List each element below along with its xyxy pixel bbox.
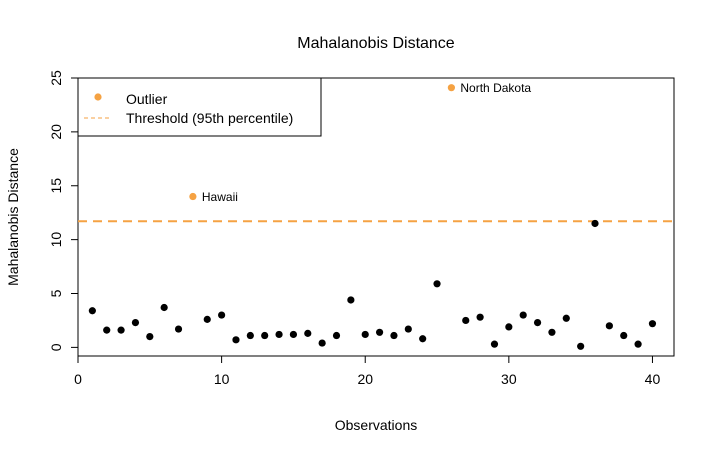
legend: Outlier Threshold (95th percentile): [77, 77, 322, 137]
data-point: [347, 296, 355, 304]
data-point: [218, 311, 226, 319]
x-tick-label: 30: [501, 371, 517, 387]
data-point: [591, 219, 599, 228]
data-point: [246, 331, 254, 340]
x-tick-label: 0: [74, 371, 82, 387]
outlier-label: Hawaii: [202, 190, 238, 204]
x-axis: 0 10 20 30 40: [74, 355, 661, 387]
y-tick-label: 25: [48, 70, 64, 86]
data-point: [562, 314, 570, 322]
legend-box: [77, 77, 322, 137]
outlier-point: [447, 84, 455, 92]
data-point: [146, 333, 154, 341]
data-point: [605, 322, 613, 330]
data-point: [261, 331, 269, 340]
x-tick-label: 20: [357, 371, 373, 387]
data-point: [203, 315, 211, 323]
outlier-label: North Dakota: [460, 81, 531, 95]
data-point: [361, 330, 369, 339]
data-point: [648, 320, 657, 328]
legend-outlier-label: Outlier: [126, 91, 168, 107]
data-point: [476, 313, 484, 321]
data-point: [289, 330, 298, 339]
outlier-labels: Hawaii North Dakota: [202, 81, 532, 204]
x-tick-label: 40: [645, 371, 661, 387]
y-axis-label: Mahalanobis Distance: [5, 148, 21, 286]
data-point: [160, 303, 168, 312]
data-point: [103, 326, 111, 334]
legend-outlier-marker: [94, 93, 102, 101]
data-point: [318, 339, 326, 347]
data-point: [620, 331, 628, 340]
y-tick-label: 0: [48, 343, 64, 351]
data-point: [548, 328, 556, 336]
data-point: [419, 335, 427, 343]
data-point: [275, 330, 283, 339]
data-point: [390, 331, 398, 340]
y-tick-label: 10: [48, 232, 64, 248]
data-point: [634, 340, 642, 348]
data-point: [433, 280, 441, 288]
data-point: [232, 336, 240, 344]
y-tick-label: 5: [48, 289, 64, 297]
data-point: [490, 340, 499, 348]
data-point: [304, 329, 312, 337]
points-layer: [88, 84, 657, 350]
data-point: [462, 316, 470, 325]
data-point: [332, 331, 341, 340]
outlier-point: [189, 192, 197, 201]
y-tick-label: 20: [48, 124, 64, 140]
data-point: [533, 318, 542, 327]
data-point: [577, 342, 585, 350]
data-point: [131, 318, 140, 327]
legend-threshold-label: Threshold (95th percentile): [126, 110, 293, 126]
data-point: [404, 325, 412, 333]
x-tick-label: 10: [214, 371, 230, 387]
data-point: [117, 326, 125, 334]
x-axis-label: Observations: [335, 417, 417, 433]
y-axis: 0 5 10 15 20 25: [48, 70, 79, 351]
data-point: [375, 328, 384, 336]
data-point: [519, 311, 527, 319]
y-tick-label: 15: [48, 178, 64, 194]
data-point: [88, 307, 96, 315]
data-point: [505, 323, 513, 331]
data-point: [174, 325, 183, 333]
chart-title: Mahalanobis Distance: [297, 35, 455, 52]
